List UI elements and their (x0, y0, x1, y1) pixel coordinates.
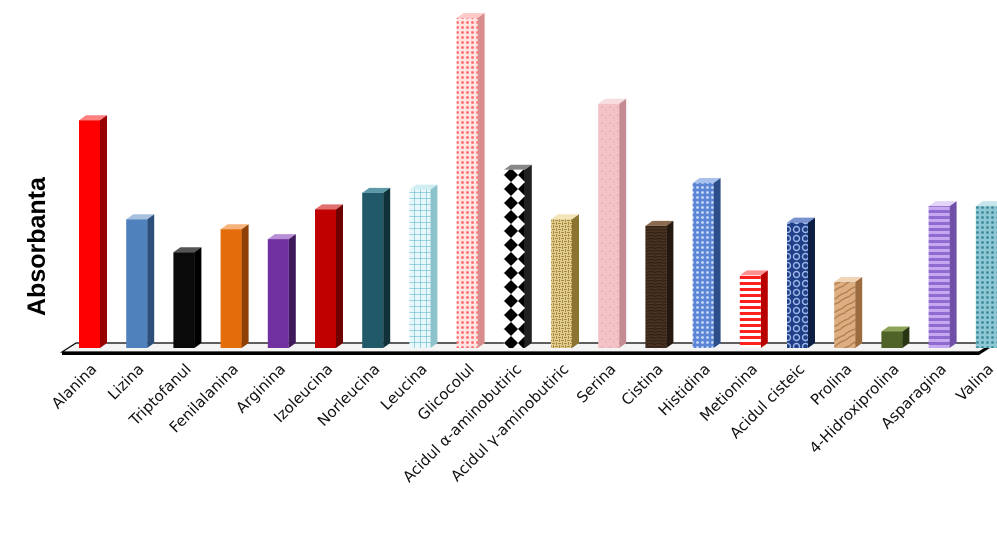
tick-label-valina: Valina (952, 360, 997, 405)
bar-fenilalanina (220, 224, 249, 348)
bar-front (267, 239, 289, 348)
bar-side (100, 115, 107, 348)
bar-front (834, 282, 856, 348)
bar-triptofanul (173, 247, 202, 348)
bar-front (787, 222, 808, 348)
bar-side (147, 214, 155, 348)
floor-edge (62, 352, 979, 355)
bar-top (409, 184, 438, 190)
bar-front (173, 252, 195, 348)
bar-norleucina (362, 187, 391, 348)
bar-metionina (739, 270, 768, 348)
bar-side (760, 270, 768, 348)
bar-valina (975, 201, 997, 348)
bar-top (645, 220, 674, 226)
bar-top (787, 217, 815, 223)
bar-side (336, 204, 343, 348)
bar-side (666, 220, 674, 348)
bar-front (315, 209, 336, 348)
bar-histidina (692, 178, 721, 348)
bar-side (855, 277, 863, 348)
bar-top (975, 201, 997, 207)
bar-top (79, 115, 107, 121)
bar-top (598, 98, 627, 104)
bar-acidul-aminobutiric (551, 214, 579, 348)
bar-top (692, 178, 721, 183)
bar-side (713, 178, 721, 348)
bar-front (551, 219, 572, 348)
bar-front (975, 206, 997, 348)
bar-alanina (79, 115, 107, 348)
bar-side (430, 184, 438, 348)
bar-side (241, 224, 249, 348)
bar-front (881, 331, 903, 348)
bar-top (267, 234, 296, 240)
tick-label-lizina: Lizina (104, 360, 147, 403)
y-axis-title: Absorbanta (23, 176, 51, 316)
category-labels: Alanina LizinaTriptofanulFenilalaninaArgi… (48, 360, 997, 486)
bar-side (902, 326, 910, 348)
tick-label-serina: Serina (573, 360, 620, 407)
bar-top (928, 201, 957, 207)
bar-top (220, 224, 249, 230)
bar-front (362, 192, 384, 348)
bar-top (503, 164, 532, 170)
bar-lizina (126, 214, 155, 348)
bar-side (477, 13, 485, 348)
bar-top (834, 277, 863, 282)
bar-acidul-aminobutiric (503, 164, 532, 348)
bar-front (928, 206, 950, 348)
bar-leucina (409, 184, 438, 348)
bar-side (383, 187, 391, 348)
bar-top (881, 326, 910, 332)
bar-front (692, 183, 714, 348)
bar-front (220, 229, 242, 348)
bar-izoleucina (315, 204, 343, 348)
bar-top (173, 247, 202, 253)
bar-4-hidroxiprolina (881, 326, 910, 348)
bar-acidul-cisteic (787, 217, 815, 348)
bar-top (315, 204, 343, 210)
bar-side (808, 217, 815, 348)
bar-asparagina (928, 201, 957, 348)
bar-series (79, 13, 997, 348)
bar-cistina (645, 220, 674, 348)
bar-front (409, 189, 431, 348)
bar-side (524, 164, 532, 348)
bar-top (551, 214, 579, 220)
tick-label-alanina: Alanina (48, 360, 100, 412)
bar-side (619, 98, 627, 348)
bar-glicocolul (456, 13, 485, 348)
bar-front (126, 219, 148, 348)
bar-front (739, 275, 761, 348)
bar-top (739, 270, 768, 276)
bar-top (126, 214, 155, 220)
bar-front (503, 169, 525, 348)
bar-top (456, 13, 485, 18)
bar-top (362, 187, 391, 193)
bar-prolina (834, 277, 863, 348)
bar-side (949, 201, 957, 348)
bar-front (79, 120, 100, 348)
bar-front (598, 103, 620, 348)
bar-front (456, 18, 478, 348)
bar-side (572, 214, 579, 348)
bar-side (288, 234, 296, 348)
bar-side (194, 247, 202, 348)
bar-serina (598, 98, 627, 348)
bar-front (645, 225, 667, 348)
bar-arginina (267, 234, 296, 348)
